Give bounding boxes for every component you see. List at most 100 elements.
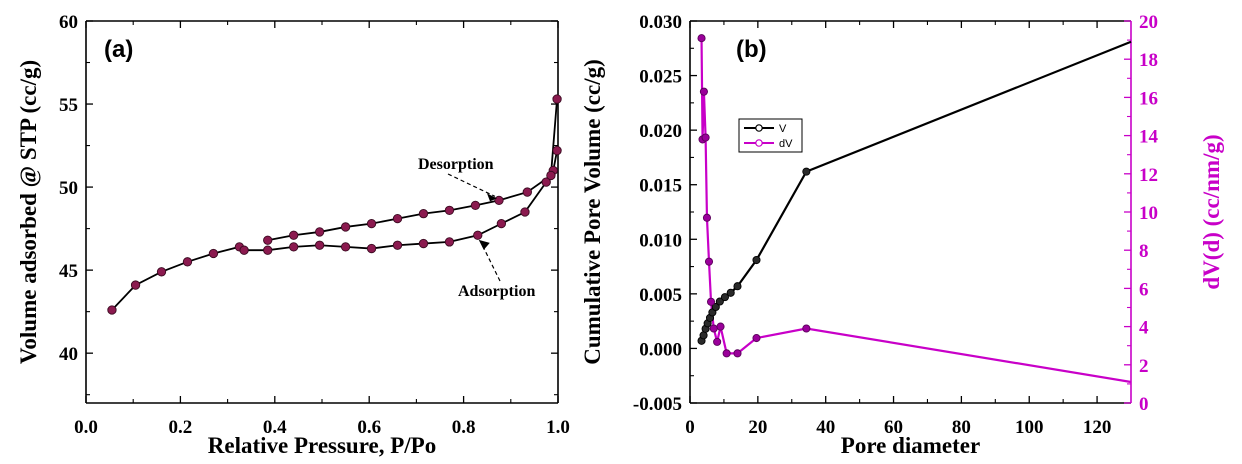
- y2-tick-label: 14: [1139, 127, 1159, 148]
- series-line-dv: [700, 38, 1132, 384]
- y2-tick-label: 2: [1139, 356, 1149, 377]
- y-tick-label: 50: [59, 178, 78, 199]
- y2-tick-label: 16: [1139, 88, 1158, 109]
- data-point-desorption: [546, 170, 556, 181]
- y-tick-label: 0.005: [639, 285, 682, 306]
- data-point-dv: [716, 322, 725, 331]
- y-axis-title: Cumulative Pore Volume (cc/g): [580, 59, 605, 365]
- legend-marker-v: [755, 124, 763, 132]
- x-tick-label: 40: [816, 417, 835, 438]
- x-tick-label: 0.6: [357, 417, 381, 438]
- y2-tick-label: 12: [1139, 165, 1158, 186]
- data-point-adsorption: [473, 230, 483, 240]
- legend-label-v: V: [779, 123, 787, 135]
- data-point-dv: [752, 334, 761, 343]
- annotation-adsorption: Adsorption: [458, 283, 535, 300]
- data-point-adsorption: [392, 240, 403, 250]
- data-point-v: [733, 282, 742, 291]
- legend-label-dv: dV: [779, 138, 793, 150]
- x-tick-label: 1.0: [546, 417, 570, 438]
- y-tick-label: 0.025: [639, 67, 682, 88]
- data-point-adsorption: [541, 177, 551, 187]
- data-point-adsorption: [314, 240, 325, 250]
- y2-tick-label: 4: [1139, 318, 1149, 339]
- annotation-arrowhead-desorption: [487, 193, 497, 202]
- x-axis-title: Pore diameter: [841, 433, 980, 458]
- data-point-v: [711, 302, 720, 312]
- data-point-desorption: [522, 187, 532, 197]
- data-point-desorption: [366, 218, 377, 229]
- series-line-v: [700, 40, 1132, 342]
- y-tick-label: -0.005: [633, 394, 682, 415]
- data-point-adsorption: [263, 245, 273, 255]
- legend: VdV: [738, 118, 803, 153]
- data-point-adsorption: [366, 243, 377, 254]
- x-tick-label: 80: [952, 417, 971, 438]
- data-point-desorption: [494, 195, 504, 206]
- x-tick-label: 20: [748, 417, 767, 438]
- data-point-dv: [702, 213, 712, 222]
- data-point-dv: [722, 349, 731, 358]
- legend-marker-dv: [755, 139, 763, 147]
- data-point-adsorption: [444, 237, 455, 247]
- data-point-adsorption: [289, 242, 299, 252]
- data-point-desorption: [392, 213, 403, 224]
- data-point-dv: [704, 257, 714, 266]
- annotation-arrowhead-adsorption: [478, 239, 490, 250]
- y-tick-label: 0.015: [639, 176, 682, 197]
- data-point-v: [720, 293, 729, 302]
- data-point-desorption: [289, 230, 299, 240]
- y-tick-label: 45: [59, 261, 78, 282]
- y2-tick-label: 20: [1139, 12, 1158, 33]
- y-tick-label: 60: [59, 12, 78, 33]
- data-point-adsorption: [239, 245, 249, 255]
- data-point-adsorption: [107, 305, 117, 315]
- legend-box: [738, 118, 803, 153]
- data-point-desorption: [444, 205, 455, 215]
- data-point-dv: [713, 337, 722, 346]
- panel-b-pore-size-chart: 0 20 40 60 80 100 120-0.0050.0000.0050.0100.01…: [580, 12, 1224, 458]
- y2-tick-label: 6: [1139, 279, 1149, 300]
- data-point-desorption: [470, 200, 481, 211]
- data-point-dv: [709, 324, 718, 333]
- data-point-desorption: [340, 222, 351, 232]
- data-point-adsorption: [340, 242, 351, 252]
- x-tick-label: 0.2: [169, 417, 193, 438]
- data-point-v: [715, 297, 724, 306]
- data-point-adsorption: [552, 145, 562, 156]
- panel-label: (a): [104, 36, 133, 63]
- y-tick-label: 0.020: [639, 121, 682, 142]
- y2-tick-label: 0: [1139, 394, 1149, 415]
- y-tick-label: 40: [59, 344, 78, 365]
- annotation-arrow-desorption: [447, 173, 496, 197]
- data-point-desorption: [314, 227, 325, 237]
- data-point-dv: [699, 87, 708, 96]
- data-point-desorption: [263, 235, 273, 245]
- y2-axis-title: dV(d) (cc/nm/g): [1199, 134, 1224, 289]
- data-point-adsorption: [208, 248, 219, 259]
- data-point-adsorption: [130, 280, 141, 290]
- data-point-adsorption: [182, 257, 193, 267]
- data-point-dv: [706, 297, 716, 306]
- data-point-adsorption: [496, 218, 507, 229]
- x-tick-label: 0.4: [263, 417, 287, 438]
- data-point-adsorption: [156, 267, 167, 277]
- data-point-v: [699, 331, 708, 340]
- x-tick-label: 0.0: [74, 417, 98, 438]
- y-tick-label: 0.000: [639, 339, 682, 360]
- panel-label: (b): [736, 36, 767, 63]
- annotation-desorption: Desorption: [418, 156, 494, 173]
- y-tick-label: 0.010: [639, 230, 682, 251]
- panel-a-isotherm-chart: 0.0 0.2 0.4 0.6 0.8 1.0 40 45 50 55 60 Relative Pre…: [16, 12, 570, 458]
- data-point-adsorption: [418, 238, 429, 249]
- data-point-dv: [701, 133, 710, 142]
- data-point-adsorption: [520, 207, 530, 217]
- series-line-desorption: [267, 98, 558, 242]
- x-tick-label: 0.8: [452, 417, 476, 438]
- x-tick-label: 0: [685, 417, 695, 438]
- y2-tick-label: 18: [1139, 50, 1158, 71]
- y-tick-label: 0.030: [639, 12, 682, 33]
- data-point-dv: [802, 324, 811, 333]
- data-point-dv: [733, 349, 742, 358]
